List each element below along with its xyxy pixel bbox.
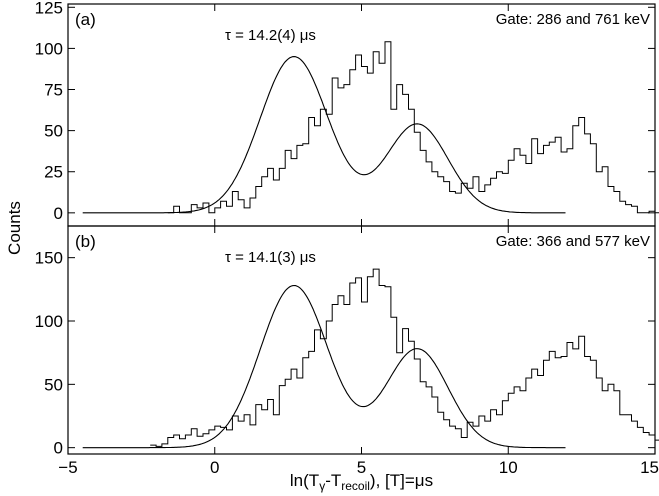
y-tick-label: 0 <box>54 204 63 223</box>
x-title-mid: -T <box>325 471 341 490</box>
y-tick-label: 0 <box>54 439 63 458</box>
x-tick-label: −5 <box>58 458 77 477</box>
x-title-sub-recoil: recoil <box>341 479 370 493</box>
x-tick-label: 0 <box>210 458 219 477</box>
x-tick-label: 10 <box>499 458 518 477</box>
panel-b-histogram <box>150 268 659 447</box>
panel-a-fit-curve <box>82 56 566 214</box>
panel-b-gate-label: Gate: 366 and 577 keV <box>496 233 650 250</box>
x-title-tail: ), [T]=μs <box>370 471 433 490</box>
y-tick-label: 150 <box>35 249 63 268</box>
y-tick-label: 75 <box>44 81 63 100</box>
panel-a-gate-label: Gate: 286 and 761 keV <box>496 11 650 28</box>
x-axis-title: ln(Tγ-Trecoil), [T]=μs <box>290 471 433 493</box>
y-tick-label: 50 <box>44 122 63 141</box>
x-tick-labels: −5 0 5 10 15 <box>58 458 659 477</box>
x-tick-label: 5 <box>357 458 366 477</box>
panel-a-frame <box>67 3 656 227</box>
y-axis-title: Counts <box>5 201 24 255</box>
y-tick-label: 125 <box>35 0 63 17</box>
y-tick-label: 25 <box>44 163 63 182</box>
panel-b-label: (b) <box>75 232 96 251</box>
panel-a-histogram <box>167 41 659 214</box>
panel-b-ticks <box>67 226 656 454</box>
x-title-base: ln(T <box>290 471 319 490</box>
x-title-sub-gamma: γ <box>319 479 325 493</box>
panel-b-tau-label: τ = 14.1(3) μs <box>225 249 316 266</box>
panel-b-fit-curve <box>82 284 566 449</box>
panel-b: 0 50 100 150 (b) Gate: 366 and 577 keV τ = … <box>35 225 659 458</box>
panel-a-label: (a) <box>75 10 96 29</box>
y-tick-label: 100 <box>35 312 63 331</box>
panel-a-tau-label: τ = 14.2(4) μs <box>225 27 316 44</box>
panel-a-y-tick-labels: 0 25 50 75 100 125 <box>35 0 63 223</box>
x-tick-label: 15 <box>640 458 659 477</box>
panel-a-ticks <box>67 4 656 226</box>
y-tick-label: 50 <box>44 375 63 394</box>
panel-b-frame <box>67 225 656 455</box>
y-tick-label: 100 <box>35 39 63 58</box>
panel-b-y-tick-labels: 0 50 100 150 <box>35 249 63 458</box>
